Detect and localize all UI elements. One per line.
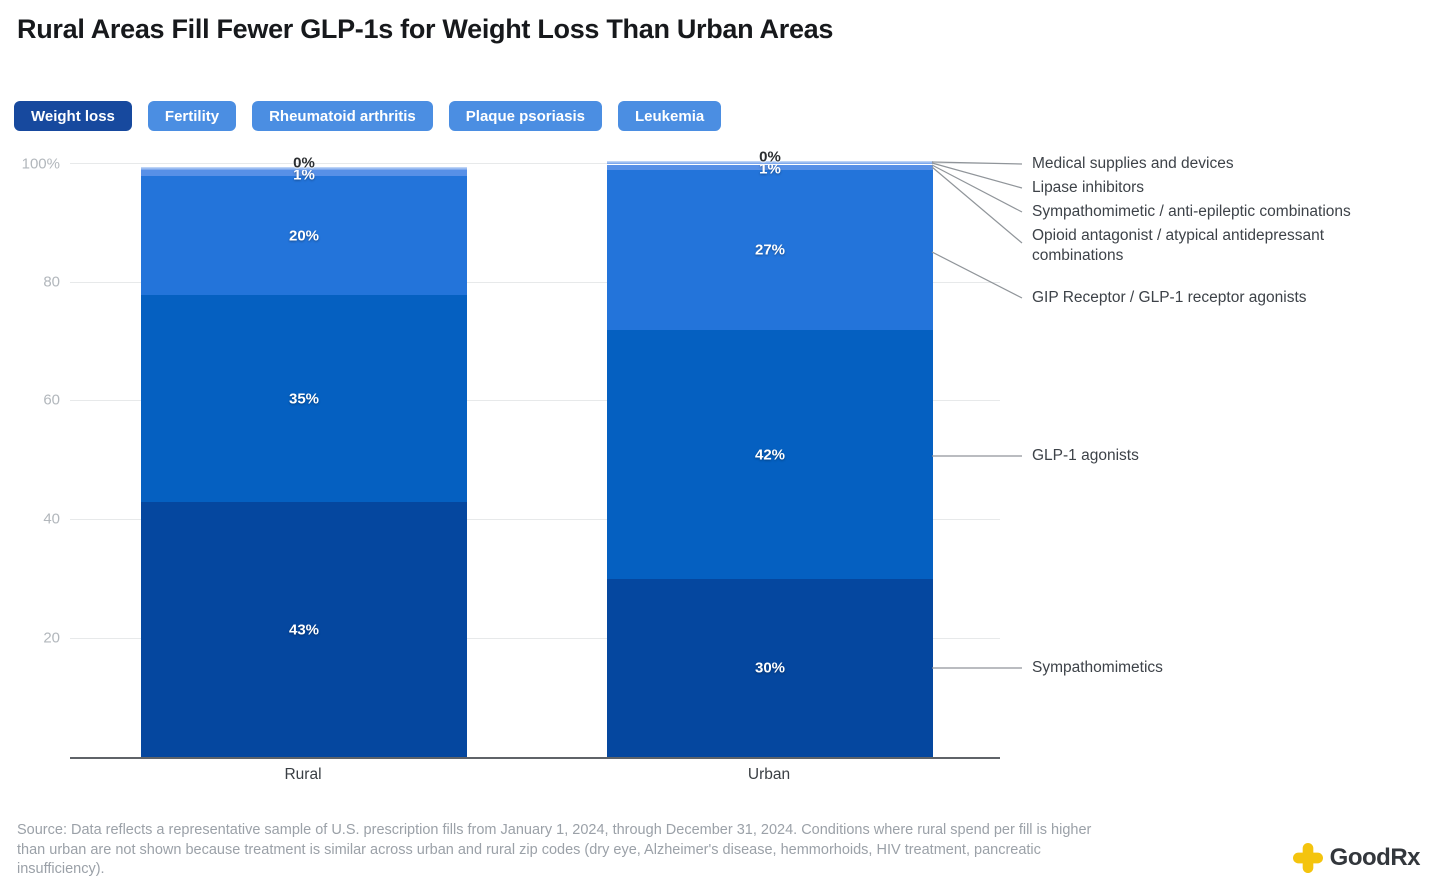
gridline-60 bbox=[70, 400, 1000, 401]
y-tick-20: 20 bbox=[43, 629, 60, 647]
legend-glp1-agonists: GLP-1 agonists bbox=[1032, 447, 1139, 464]
bar-segment[interactable] bbox=[607, 579, 933, 757]
bar-segment[interactable] bbox=[141, 168, 467, 170]
tab-plaque-psoriasis[interactable]: Plaque psoriasis bbox=[448, 101, 602, 131]
gridline-20 bbox=[70, 638, 1000, 639]
legend-gip-receptor: GIP Receptor / GLP-1 receptor agonists bbox=[1032, 289, 1307, 306]
x-axis-line bbox=[70, 757, 1000, 759]
bar-segment[interactable] bbox=[607, 162, 933, 164]
bar-segment[interactable] bbox=[141, 170, 467, 177]
goodrx-logo-text: GoodRx bbox=[1329, 844, 1421, 871]
source-line-3: insufficiency). bbox=[17, 861, 105, 877]
tab-leukemia[interactable]: Leukemia bbox=[618, 101, 722, 131]
y-tick-40: 40 bbox=[43, 510, 60, 528]
bar-segment[interactable] bbox=[607, 164, 933, 171]
bar-segment[interactable] bbox=[607, 163, 933, 165]
page-title: Rural Areas Fill Fewer GLP-1s for Weight… bbox=[17, 14, 834, 44]
bar-segment[interactable] bbox=[141, 169, 467, 171]
x-label-rural: Rural bbox=[284, 766, 322, 783]
y-tick-60: 60 bbox=[43, 391, 60, 409]
y-tick-80: 80 bbox=[43, 273, 60, 291]
bar-segment[interactable] bbox=[141, 294, 467, 503]
tab-weight-loss[interactable]: Weight loss bbox=[14, 101, 132, 131]
gridline-80 bbox=[70, 282, 1000, 283]
legend-sympathomimetic-antiepileptic: Sympathomimetic / anti-epileptic combina… bbox=[1032, 203, 1351, 220]
bar-segment[interactable] bbox=[607, 161, 933, 163]
bar-segment[interactable] bbox=[607, 330, 933, 580]
condition-tabs: Weight loss Fertility Rheumatoid arthrit… bbox=[14, 101, 722, 131]
source-line-1: Source: Data reflects a representative s… bbox=[17, 822, 1092, 838]
y-tick-100: 100% bbox=[21, 155, 60, 173]
bar-segment[interactable] bbox=[141, 176, 467, 295]
legend-sympathomimetics: Sympathomimetics bbox=[1032, 659, 1163, 676]
bar-segment[interactable] bbox=[141, 502, 467, 757]
goodrx-plus-icon bbox=[1292, 843, 1323, 873]
source-line-2: than urban are not shown because treatme… bbox=[17, 841, 1041, 858]
legend-medical-supplies: Medical supplies and devices bbox=[1032, 155, 1234, 172]
bar-segment[interactable] bbox=[607, 170, 933, 331]
tab-rheumatoid-arthritis[interactable]: Rheumatoid arthritis bbox=[252, 101, 433, 131]
x-label-urban: Urban bbox=[747, 766, 791, 783]
source-note: Source: Data reflects a representative s… bbox=[17, 821, 1235, 880]
gridline-100 bbox=[70, 163, 1000, 164]
bar-segment[interactable] bbox=[141, 167, 467, 169]
tab-fertility[interactable]: Fertility bbox=[147, 101, 237, 131]
gridline-40 bbox=[70, 519, 1000, 520]
goodrx-logo: GoodRx bbox=[1292, 843, 1421, 873]
legend-opioid-antagonist: Opioid antagonist / atypical antidepress… bbox=[1032, 227, 1325, 264]
legend-lipase-inhibitors: Lipase inhibitors bbox=[1032, 179, 1145, 196]
